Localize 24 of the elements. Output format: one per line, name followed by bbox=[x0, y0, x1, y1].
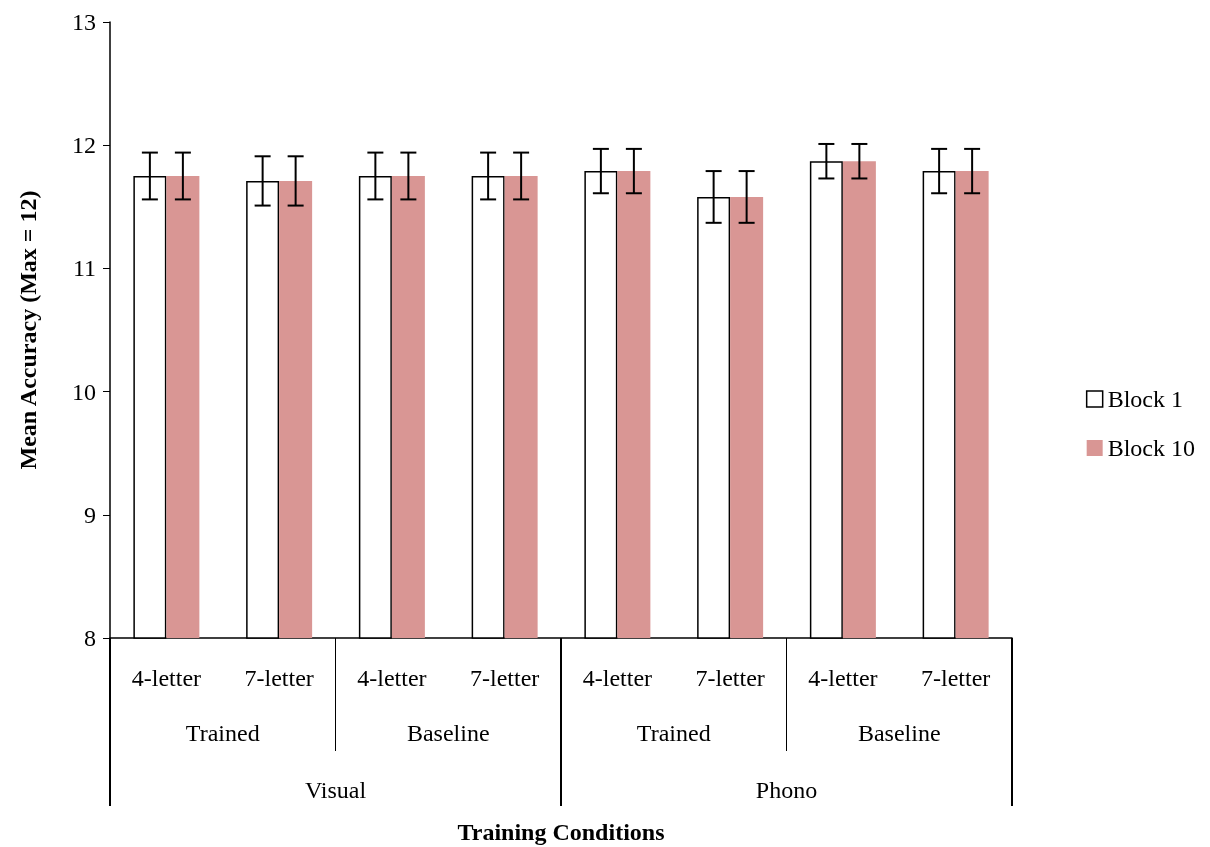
x-tick-label: 4-letter bbox=[808, 665, 878, 691]
x-tick-label: 4-letter bbox=[131, 665, 202, 691]
y-axis-title: Mean Accuracy (Max = 12) bbox=[15, 190, 41, 470]
text: Visual bbox=[304, 777, 367, 803]
x-tick-label: 7-letter bbox=[920, 665, 991, 691]
y-tick-label: 11 bbox=[72, 255, 96, 282]
text: Phono bbox=[755, 777, 818, 803]
x-tick-label: 7-letter bbox=[469, 665, 540, 691]
y-tick-label: 13 bbox=[72, 9, 96, 35]
x-tick-label: 4-letter bbox=[357, 665, 427, 691]
text: Baseline bbox=[406, 720, 490, 746]
legend-label: Block 10 bbox=[1107, 435, 1195, 461]
y-tick-label: 8 bbox=[84, 625, 96, 651]
y-tick-label: 9 bbox=[84, 501, 96, 528]
text: Training Conditions bbox=[457, 819, 665, 845]
y-tick-label: 10 bbox=[72, 378, 96, 405]
text: Trained bbox=[185, 720, 260, 746]
x-tick-label: 4-letter bbox=[582, 665, 653, 691]
text: Baseline bbox=[857, 720, 941, 746]
y-tick-label: 12 bbox=[72, 132, 96, 159]
x-tick-label: 7-letter bbox=[244, 665, 314, 691]
text: Trained bbox=[636, 720, 711, 746]
legend-label: Block 1 bbox=[1107, 386, 1183, 412]
x-tick-label: 7-letter bbox=[695, 665, 765, 691]
